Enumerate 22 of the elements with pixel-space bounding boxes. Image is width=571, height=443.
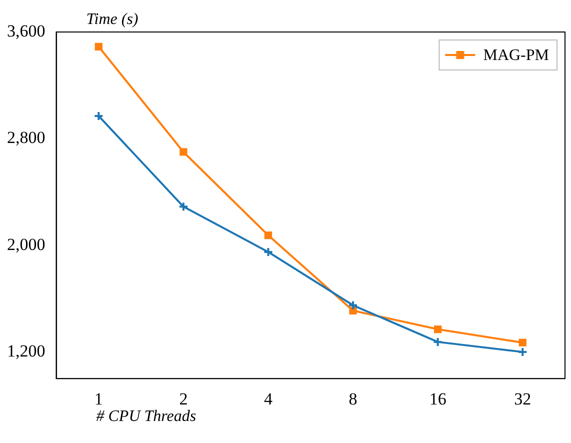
y-tick-label: 3,600 (7, 21, 46, 40)
x-tick-label: 8 (348, 389, 358, 408)
point (180, 148, 188, 156)
point (432, 336, 443, 347)
legend-label: MAG-PM (483, 47, 550, 64)
point (94, 42, 102, 50)
x-tick-label: 1 (94, 389, 103, 408)
y-tick-label: 1,200 (7, 341, 46, 360)
x-tick-label: 16 (429, 389, 446, 408)
x-tick-label: 4 (264, 389, 273, 408)
point (434, 325, 442, 334)
point (263, 246, 274, 257)
point (264, 231, 272, 240)
y-tick-label: 2,000 (7, 234, 46, 254)
x-tick-label: 2 (179, 389, 188, 408)
x-tick-label: 32 (514, 389, 532, 408)
y-axis-title: Time (s) (86, 11, 138, 28)
point (178, 202, 188, 212)
x-axis-title: # CPU Threads (96, 408, 196, 425)
point (518, 338, 526, 346)
point (348, 300, 358, 310)
y-tick-label: 2,800 (7, 128, 46, 148)
